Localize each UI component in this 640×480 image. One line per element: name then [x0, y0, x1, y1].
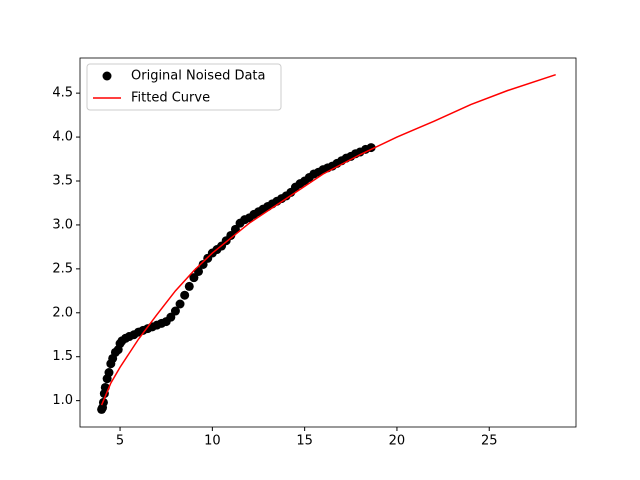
legend-label: Fitted Curve	[131, 91, 210, 106]
data-point	[175, 299, 185, 309]
data-point	[180, 290, 190, 300]
x-tick-label: 5	[116, 434, 124, 449]
y-tick-label: 2.5	[52, 261, 73, 276]
x-tick-label: 10	[204, 434, 221, 449]
data-point	[230, 224, 240, 234]
x-tick-label: 15	[296, 434, 313, 449]
y-tick-label: 2.0	[52, 305, 73, 320]
x-tick-label: 25	[481, 434, 498, 449]
data-point	[166, 312, 176, 322]
data-point	[184, 281, 194, 291]
data-point	[170, 306, 180, 316]
y-tick-label: 4.5	[52, 86, 73, 101]
legend-label: Original Noised Data	[131, 69, 266, 84]
x-tick-label: 20	[389, 434, 406, 449]
y-tick-label: 1.0	[52, 393, 73, 408]
data-point	[198, 259, 208, 269]
legend-box	[86, 63, 282, 111]
axes-frame	[79, 57, 577, 428]
fitted-curve	[100, 73, 556, 406]
data-point	[104, 368, 114, 378]
data-point	[226, 230, 236, 240]
y-tick-label: 3.5	[52, 174, 73, 189]
y-tick-label: 1.5	[52, 349, 73, 364]
legend-marker	[102, 71, 112, 81]
y-tick-label: 3.0	[52, 217, 73, 232]
y-tick-label: 4.0	[52, 130, 73, 145]
data-point	[189, 273, 199, 283]
